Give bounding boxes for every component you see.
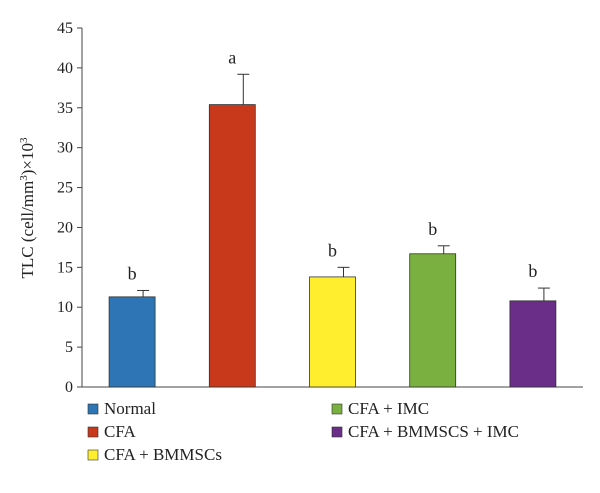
legend-label: Normal: [104, 399, 156, 418]
significance-label: b: [128, 263, 137, 283]
y-tick-label: 10: [57, 299, 73, 316]
legend-swatch: [87, 449, 99, 461]
legend-label: CFA + IMC: [348, 399, 429, 418]
legend-item: CFA + BMMSCS + IMC: [331, 422, 519, 441]
y-axis-label: TLC (cell/mm3)×103: [18, 137, 37, 278]
bar: [208, 104, 256, 388]
legend-label: CFA + BMMSCs: [104, 445, 222, 464]
bar: [108, 296, 156, 388]
significance-label: b: [328, 240, 337, 260]
y-tick-label: 5: [65, 339, 73, 356]
legend: Normal CFA CFA + BMMSCs CFA + IMC CFA + BMMS…: [87, 399, 519, 464]
y-tick-label: 20: [57, 219, 73, 236]
legend-item: CFA + IMC: [331, 399, 429, 418]
significance-label: b: [528, 261, 537, 281]
legend-item: Normal: [87, 399, 156, 418]
legend-item: CFA: [87, 422, 137, 441]
legend-swatch: [87, 426, 99, 438]
y-axis-title: TLC (cell/mm3)×103: [18, 137, 37, 278]
bars: b a b b b: [108, 47, 557, 388]
bar: [509, 300, 557, 388]
y-axis-ticks: 0 5 10 15 20 25 30 35 40 45: [57, 20, 82, 396]
y-tick-label: 15: [57, 259, 73, 276]
legend-swatch: [87, 403, 99, 415]
legend-item: CFA + BMMSCs: [87, 445, 222, 464]
y-tick-label: 0: [65, 379, 73, 396]
significance-label: a: [228, 47, 236, 67]
y-tick-label: 40: [57, 60, 73, 77]
y-tick-label: 35: [57, 100, 73, 117]
bar: [409, 253, 457, 388]
y-tick-label: 30: [57, 140, 73, 157]
significance-label: b: [428, 219, 437, 239]
legend-swatch: [331, 403, 343, 415]
legend-label: CFA + BMMSCS + IMC: [348, 422, 519, 441]
legend-label: CFA: [104, 422, 137, 441]
y-tick-label: 45: [57, 20, 73, 37]
bar: [309, 276, 356, 388]
legend-swatch: [331, 426, 343, 438]
y-tick-label: 25: [57, 180, 73, 197]
